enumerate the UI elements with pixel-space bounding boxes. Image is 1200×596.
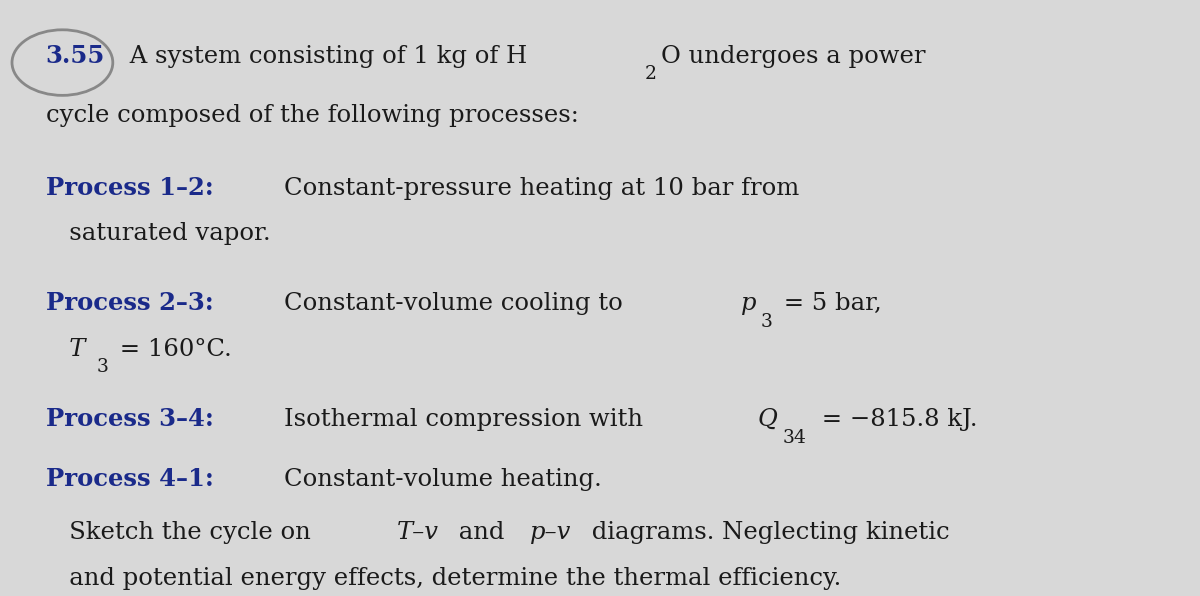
Text: Process 1–2:: Process 1–2: — [46, 176, 230, 200]
Text: Constant-volume cooling to: Constant-volume cooling to — [284, 292, 638, 315]
Text: = 5 bar,: = 5 bar, — [776, 292, 882, 315]
Text: Constant-volume heating.: Constant-volume heating. — [284, 468, 602, 491]
Text: Constant-pressure heating at 10 bar from: Constant-pressure heating at 10 bar from — [284, 177, 799, 200]
Text: and potential energy effects, determine the thermal efficiency.: and potential energy effects, determine … — [46, 567, 841, 590]
Text: 2: 2 — [646, 66, 658, 83]
Text: diagrams. Neglecting kinetic: diagrams. Neglecting kinetic — [583, 522, 949, 544]
Text: = −815.8 kJ.: = −815.8 kJ. — [814, 408, 977, 431]
Text: T–v: T–v — [397, 522, 439, 544]
Text: p: p — [742, 292, 756, 315]
Text: cycle composed of the following processes:: cycle composed of the following processe… — [46, 104, 578, 127]
Text: Process 4–1:: Process 4–1: — [46, 467, 230, 491]
Text: Isothermal compression with: Isothermal compression with — [284, 408, 650, 431]
Text: 3: 3 — [96, 359, 108, 377]
Text: 34: 34 — [784, 429, 806, 447]
Text: 3: 3 — [761, 313, 773, 331]
Text: and: and — [451, 522, 512, 544]
Text: saturated vapor.: saturated vapor. — [46, 222, 270, 245]
Text: Q: Q — [757, 408, 778, 431]
Text: Process 3–4:: Process 3–4: — [46, 407, 230, 431]
Text: Process 2–3:: Process 2–3: — [46, 291, 230, 315]
Text: 3.55: 3.55 — [46, 44, 104, 67]
Text: T: T — [46, 338, 85, 361]
Text: Sketch the cycle on: Sketch the cycle on — [46, 522, 318, 544]
Text: O undergoes a power: O undergoes a power — [661, 45, 925, 67]
Text: p–v: p–v — [530, 522, 571, 544]
Text: A system consisting of 1 kg of H: A system consisting of 1 kg of H — [122, 45, 528, 67]
Text: = 160°C.: = 160°C. — [112, 338, 232, 361]
